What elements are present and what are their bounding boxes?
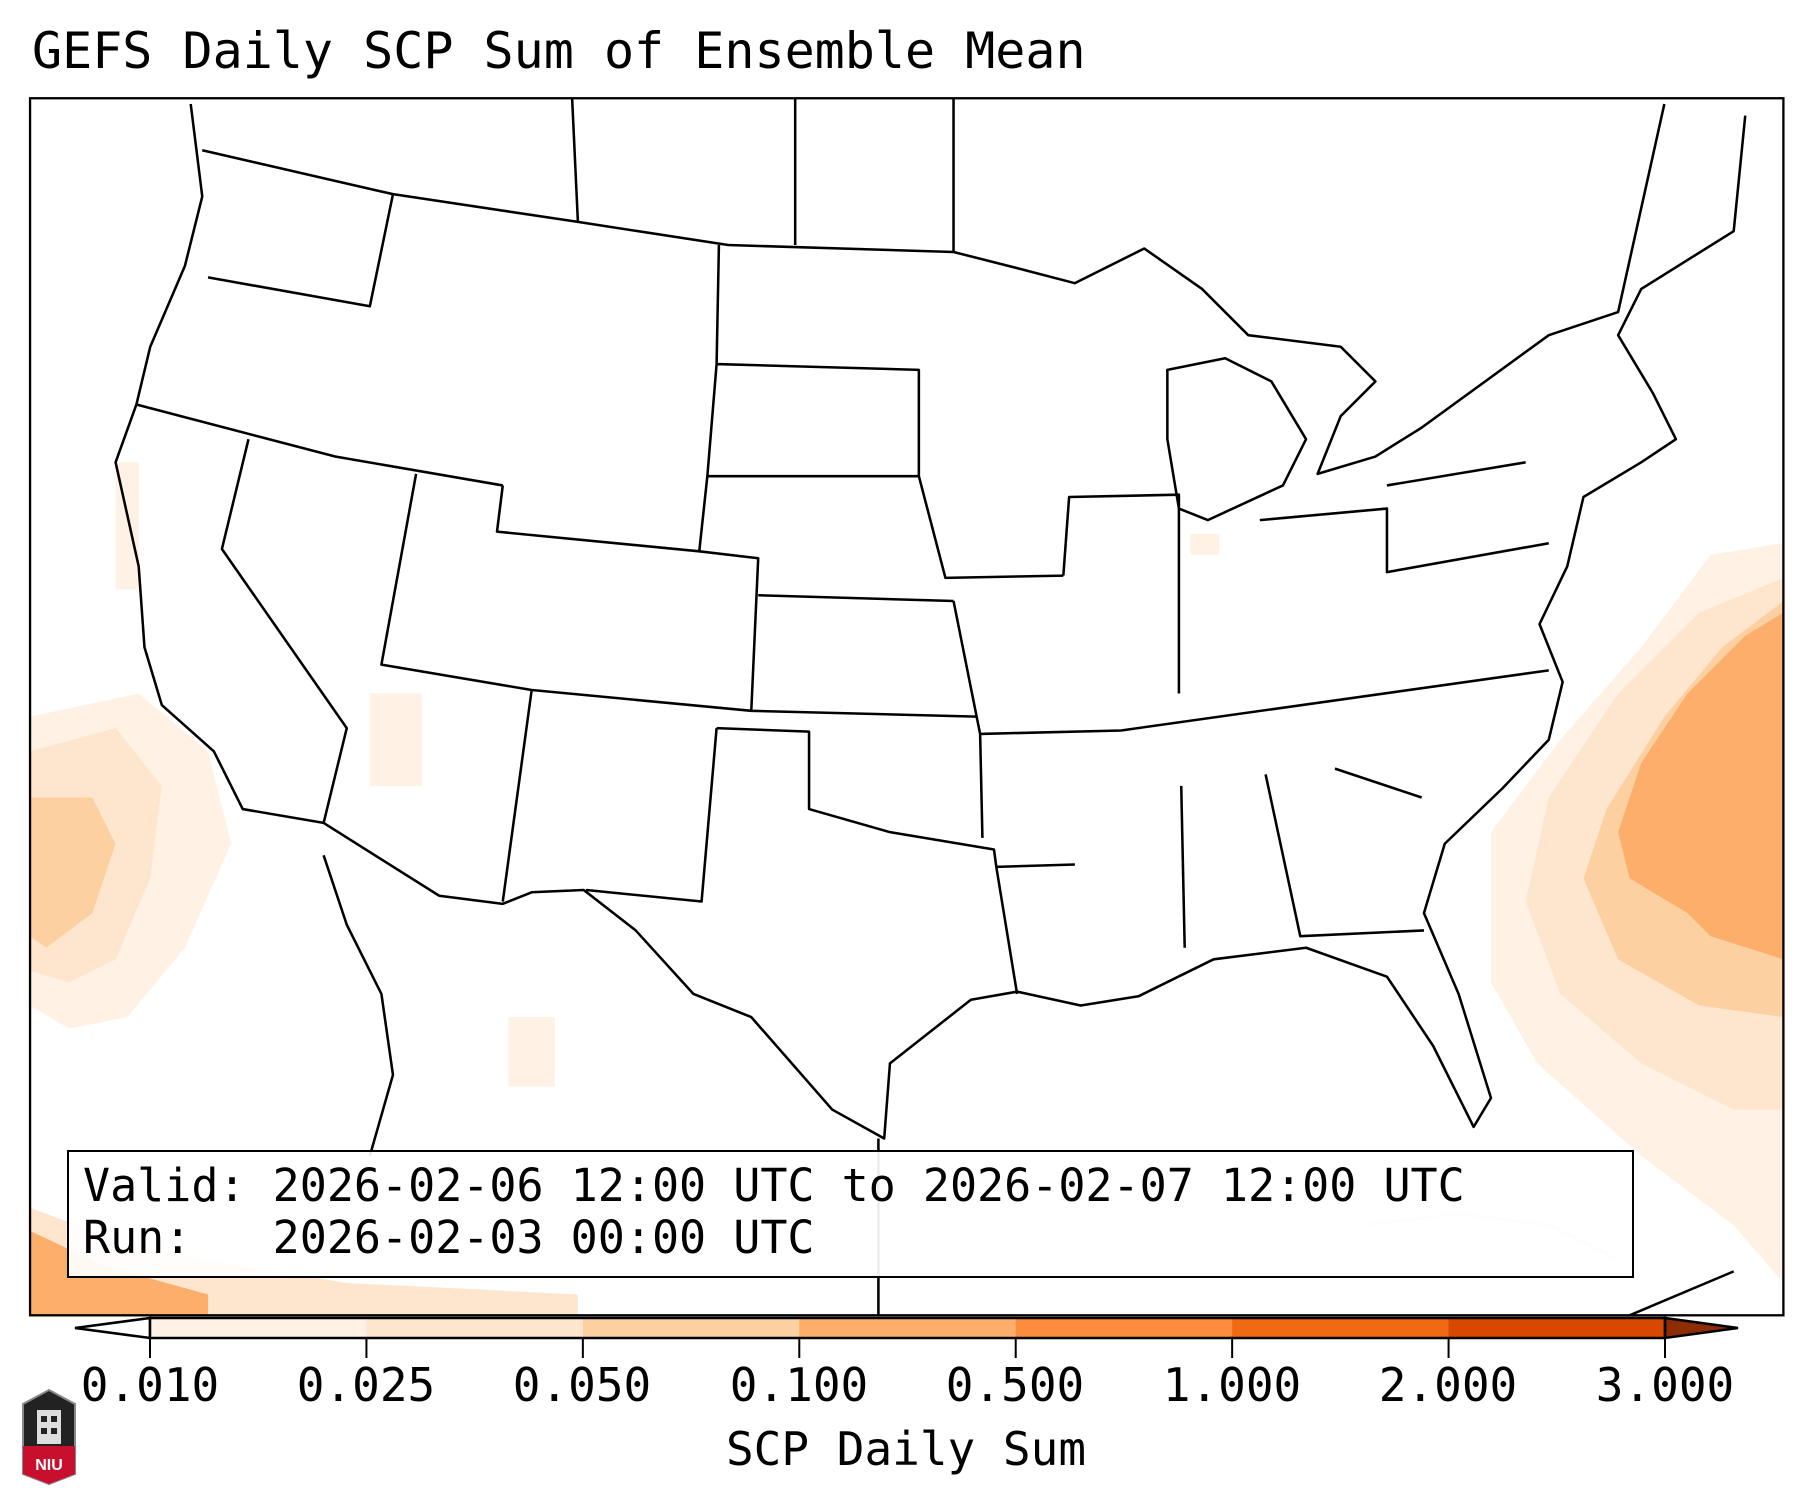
shading-cell [369, 693, 422, 786]
shading-cell [508, 1017, 555, 1087]
colorbar-segment [1015, 1318, 1233, 1338]
shading-cell [1190, 533, 1220, 555]
colorbar [74, 1316, 1739, 1358]
colorbar-tick-label: 2.000 [1378, 1358, 1518, 1412]
colorbar-segment [366, 1318, 584, 1338]
colorbar-segment [799, 1318, 1017, 1338]
run-label: Run: [83, 1211, 192, 1264]
colorbar-tick-label: 0.500 [945, 1358, 1085, 1412]
run-value: 2026-02-03 00:00 UTC [272, 1211, 815, 1264]
svg-text:NIU: NIU [35, 1457, 63, 1474]
colorbar-over-arrow [1663, 1316, 1739, 1340]
colorbar-tick-label: 0.050 [512, 1358, 652, 1412]
shading-atlantic-core [1618, 612, 1784, 960]
boundaries [114, 98, 1747, 1316]
niu-logo: NIU [22, 1388, 76, 1486]
state-lines [136, 98, 1549, 995]
colorbar-under-arrow [74, 1316, 152, 1340]
colorbar-segment [582, 1318, 800, 1338]
coastline-border [114, 103, 1747, 1140]
valid-value: 2026-02-06 12:00 UTC to 2026-02-07 12:00… [272, 1159, 1465, 1212]
colorbar-tick-label: 0.010 [80, 1358, 220, 1412]
colorbar-segment [1232, 1318, 1450, 1338]
shading-pacific-high [30, 797, 116, 948]
colorbar-frame [148, 1316, 1667, 1340]
colorbar-label: SCP Daily Sum [725, 1422, 1087, 1476]
colorbar-segment [150, 1318, 367, 1338]
map-frame [28, 97, 1785, 1317]
scp-shading [30, 462, 1784, 1316]
colorbar-tick-label: 1.000 [1162, 1358, 1302, 1412]
colorbar-segment [1448, 1318, 1666, 1338]
colorbar-tick-label: 3.000 [1595, 1358, 1735, 1412]
map-title: GEFS Daily SCP Sum of Ensemble Mean [32, 22, 1086, 80]
map-content [28, 97, 1785, 1317]
colorbar-tick-label: 0.025 [296, 1358, 436, 1412]
canada-border [201, 103, 1666, 476]
colorbar-tick-label: 0.100 [729, 1358, 869, 1412]
valid-run-info-box: Valid: 2026-02-06 12:00 UTC to 2026-02-0… [67, 1150, 1634, 1278]
valid-label: Valid: [83, 1159, 246, 1212]
lake-michigan [1166, 357, 1308, 522]
